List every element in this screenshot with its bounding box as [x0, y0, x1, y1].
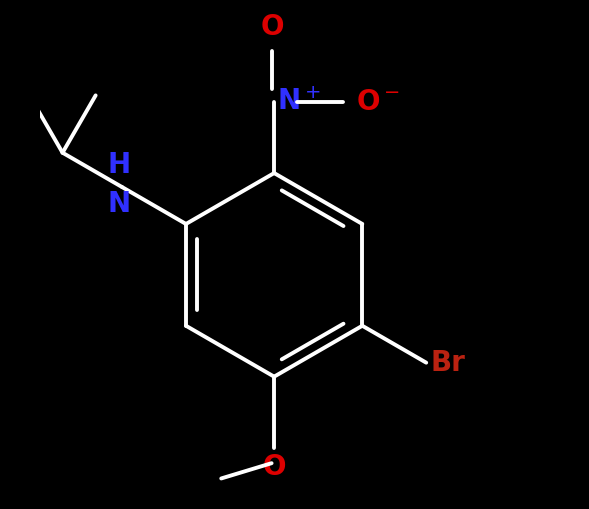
Text: H: H [108, 151, 131, 179]
Text: Br: Br [431, 349, 465, 377]
Text: N$^+$: N$^+$ [277, 88, 320, 116]
Text: O$^-$: O$^-$ [356, 88, 399, 116]
Text: O: O [262, 453, 286, 481]
Text: N: N [108, 189, 131, 218]
Text: O: O [260, 13, 284, 41]
